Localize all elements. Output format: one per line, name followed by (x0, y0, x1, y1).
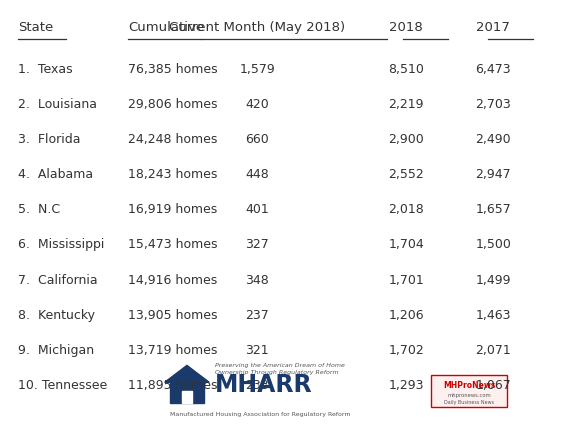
Text: mhpronews.com: mhpronews.com (447, 393, 492, 398)
Text: 1,704: 1,704 (388, 239, 424, 252)
Text: MHARR: MHARR (215, 373, 312, 397)
Text: State: State (18, 21, 54, 34)
Text: 1,500: 1,500 (475, 239, 511, 252)
Text: 11,895 homes: 11,895 homes (128, 379, 218, 392)
Text: Ownership Through Regulatory Reform: Ownership Through Regulatory Reform (215, 370, 338, 375)
Text: 18,243 homes: 18,243 homes (128, 169, 218, 181)
Text: 13,905 homes: 13,905 homes (128, 309, 218, 322)
Text: 2.  Louisiana: 2. Louisiana (18, 98, 97, 111)
Polygon shape (164, 366, 209, 382)
Text: 401: 401 (245, 203, 269, 216)
Text: 4.  Alabama: 4. Alabama (18, 169, 93, 181)
Text: 237: 237 (245, 309, 269, 322)
Text: 348: 348 (245, 273, 269, 286)
Text: 76,385 homes: 76,385 homes (128, 63, 218, 77)
FancyBboxPatch shape (432, 375, 507, 408)
Text: 1,499: 1,499 (476, 273, 511, 286)
Text: 2,703: 2,703 (476, 98, 511, 111)
Text: 1,701: 1,701 (388, 273, 424, 286)
Text: 7.  California: 7. California (18, 273, 98, 286)
Polygon shape (170, 382, 204, 403)
Text: 2017: 2017 (476, 21, 510, 34)
Text: 24,248 homes: 24,248 homes (128, 133, 218, 146)
Text: 1,067: 1,067 (476, 379, 511, 392)
Text: 29,806 homes: 29,806 homes (128, 98, 218, 111)
Text: 321: 321 (245, 344, 269, 356)
Text: Cumulative: Cumulative (128, 21, 204, 34)
Text: 1,579: 1,579 (240, 63, 275, 77)
Text: 1,657: 1,657 (476, 203, 511, 216)
Text: Manufactured Housing Association for Regulatory Reform: Manufactured Housing Association for Reg… (170, 412, 350, 417)
Text: 327: 327 (245, 239, 269, 252)
Text: 1.  Texas: 1. Texas (18, 63, 73, 77)
Text: Current Month (May 2018): Current Month (May 2018) (169, 21, 345, 34)
Text: 2,900: 2,900 (388, 133, 424, 146)
Text: 5.  N.C: 5. N.C (18, 203, 60, 216)
Text: 15,473 homes: 15,473 homes (128, 239, 218, 252)
Text: 2,947: 2,947 (476, 169, 511, 181)
Text: 8.  Kentucky: 8. Kentucky (18, 309, 95, 322)
Text: 233: 233 (245, 379, 269, 392)
Text: 2,071: 2,071 (476, 344, 511, 356)
Text: 14,916 homes: 14,916 homes (128, 273, 217, 286)
Text: 6.  Mississippi: 6. Mississippi (18, 239, 105, 252)
Text: Preserving the American Dream of Home: Preserving the American Dream of Home (215, 363, 345, 369)
Text: 1,293: 1,293 (389, 379, 424, 392)
Text: 2,219: 2,219 (389, 98, 424, 111)
Text: 8,510: 8,510 (388, 63, 424, 77)
Text: 2,490: 2,490 (476, 133, 511, 146)
Text: 2,018: 2,018 (388, 203, 424, 216)
Text: 3.  Florida: 3. Florida (18, 133, 81, 146)
Text: 16,919 homes: 16,919 homes (128, 203, 217, 216)
Text: 2,552: 2,552 (388, 169, 424, 181)
Text: 10. Tennessee: 10. Tennessee (18, 379, 107, 392)
Polygon shape (182, 391, 192, 403)
Text: 9.  Michigan: 9. Michigan (18, 344, 94, 356)
Text: 420: 420 (245, 98, 269, 111)
Text: 660: 660 (245, 133, 269, 146)
Text: MHProNews: MHProNews (444, 381, 496, 390)
Text: 13,719 homes: 13,719 homes (128, 344, 218, 356)
Text: 2018: 2018 (389, 21, 423, 34)
Text: 1,463: 1,463 (476, 309, 511, 322)
Text: 1,206: 1,206 (388, 309, 424, 322)
Text: 448: 448 (245, 169, 269, 181)
Text: 6,473: 6,473 (476, 63, 511, 77)
Text: 1,702: 1,702 (388, 344, 424, 356)
Text: Daily Business News: Daily Business News (445, 400, 494, 405)
